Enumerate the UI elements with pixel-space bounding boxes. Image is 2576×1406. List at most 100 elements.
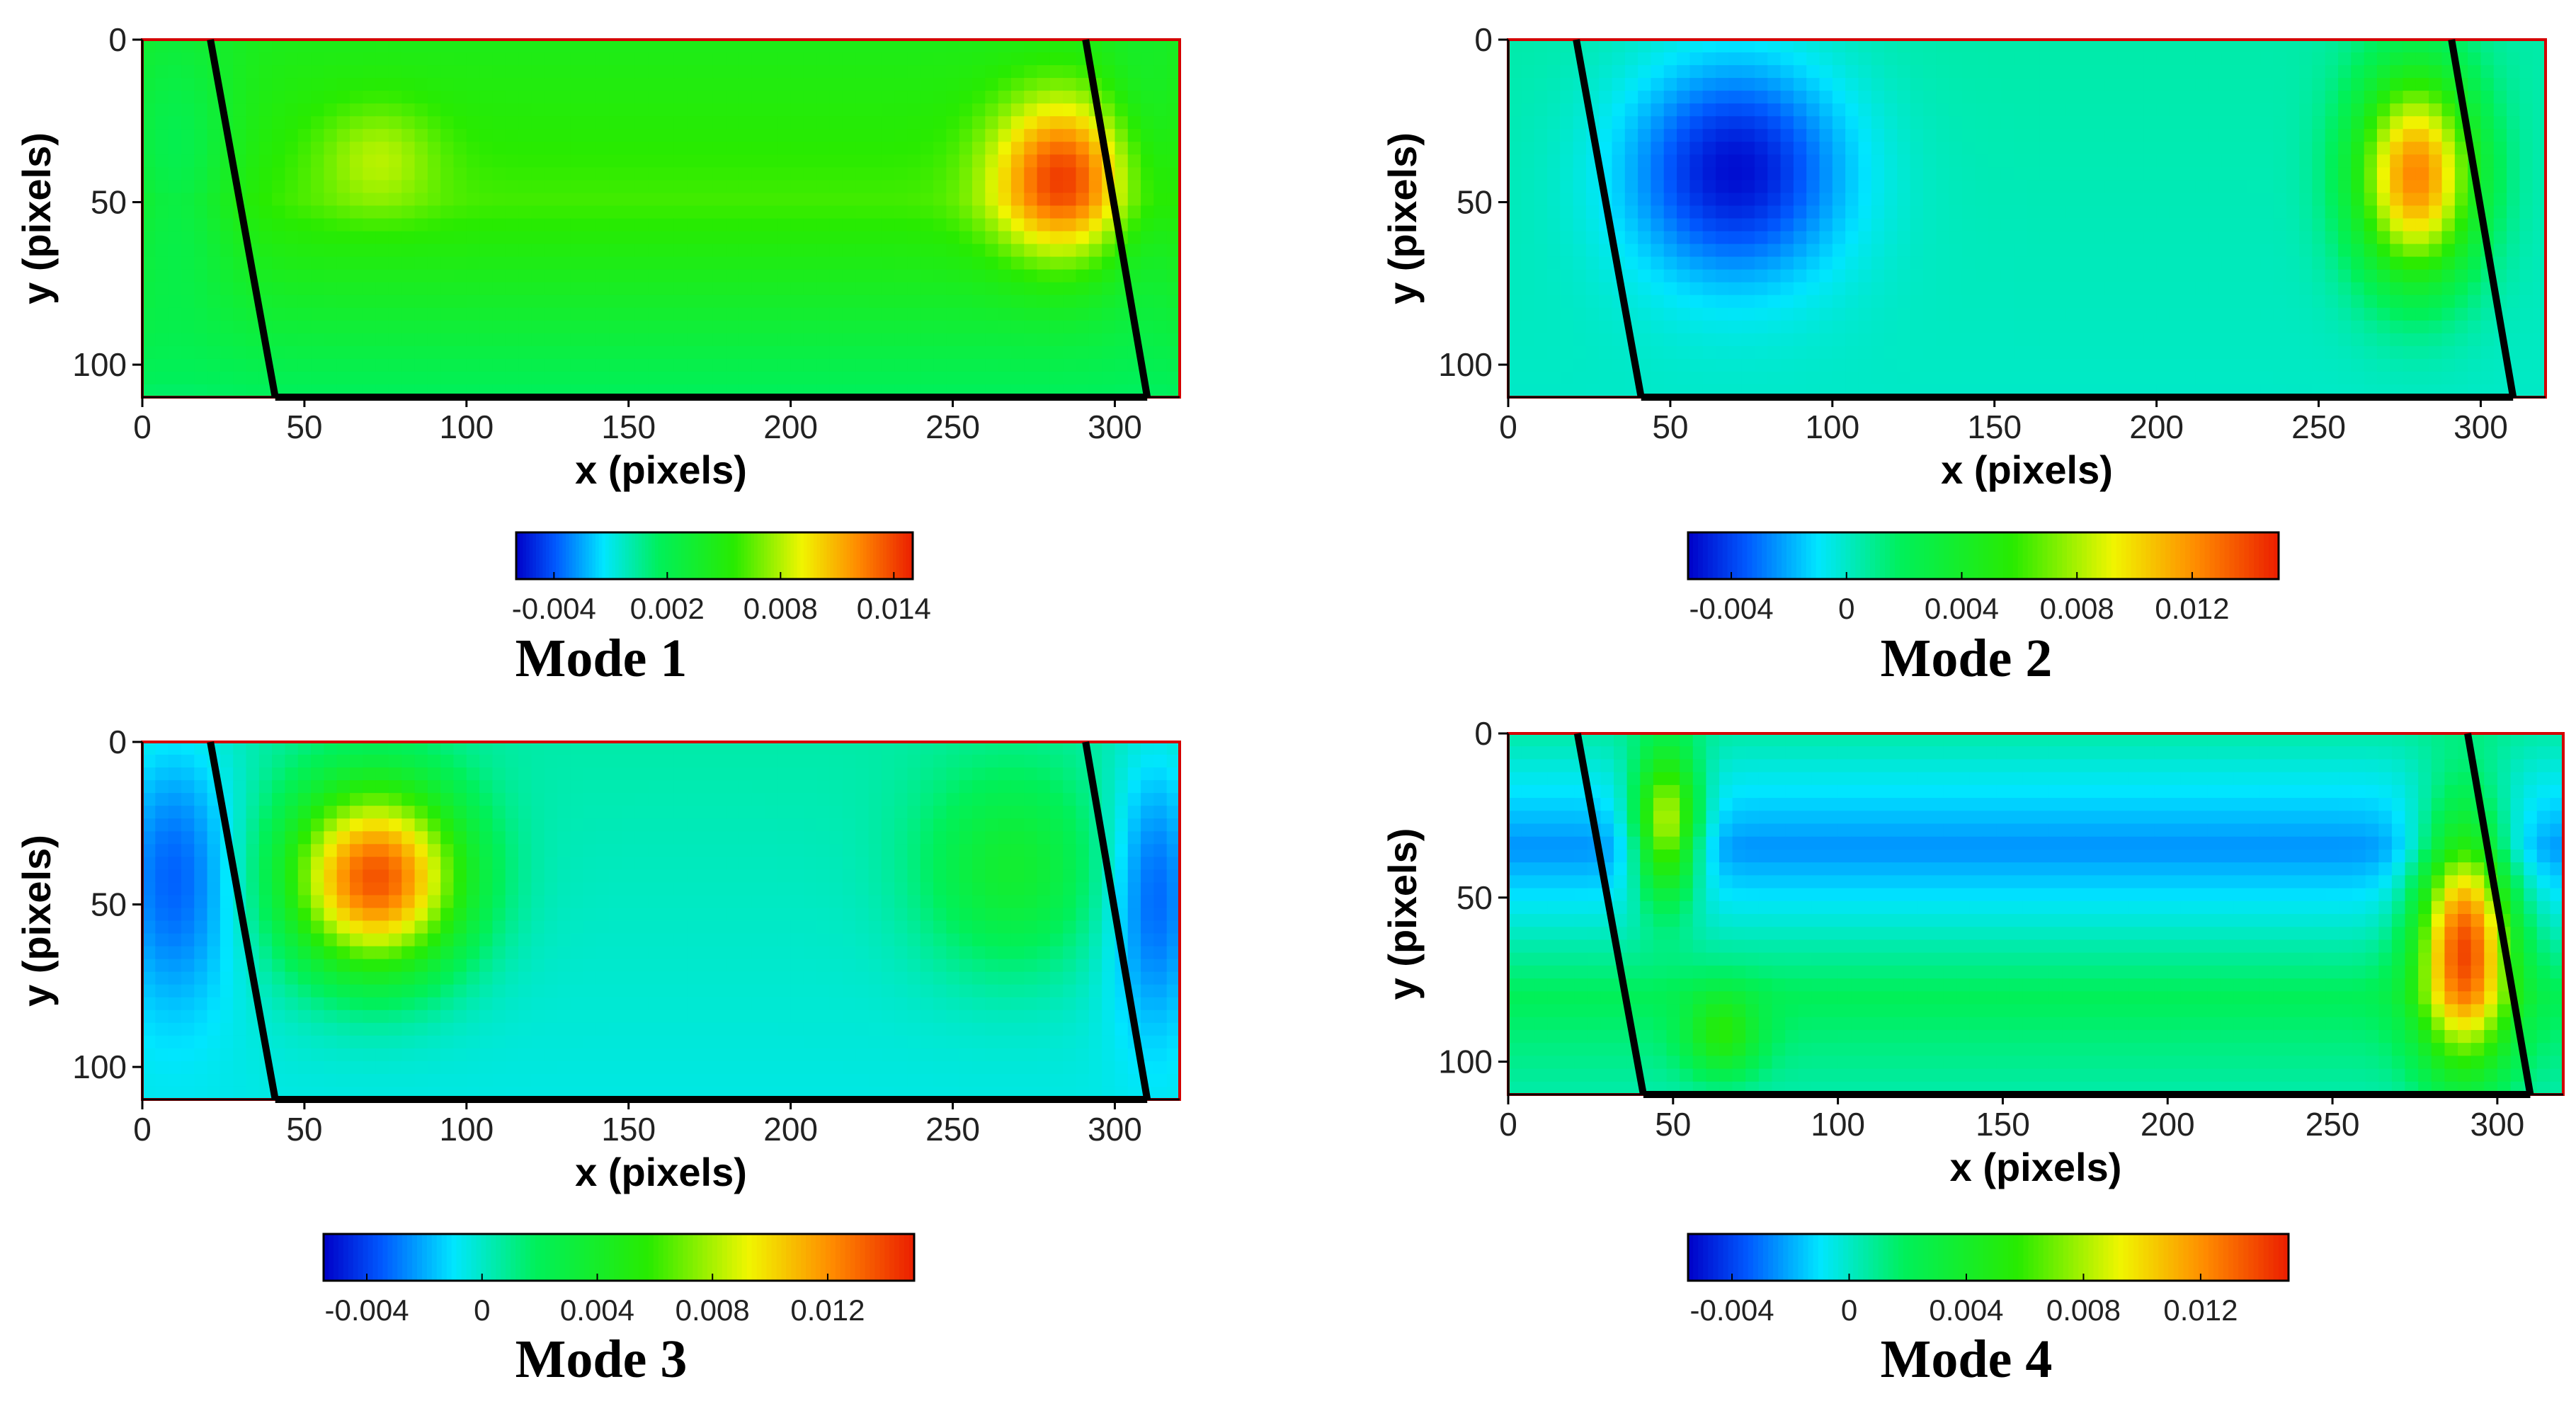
heatmap-cell <box>363 91 377 104</box>
heatmap-cell <box>1037 142 1051 156</box>
heatmap-cell <box>2221 91 2235 104</box>
heatmap-cell <box>1166 231 1180 245</box>
heatmap-cell <box>1166 116 1180 130</box>
colorbar-segment <box>595 532 600 579</box>
heatmap-cell <box>1063 40 1077 53</box>
heatmap-cell <box>427 40 441 53</box>
heatmap-cell <box>1010 256 1025 270</box>
heatmap-cell <box>492 371 506 385</box>
heatmap-cell <box>466 167 480 181</box>
heatmap-cell <box>2065 256 2080 270</box>
heatmap-cell <box>1534 116 1548 130</box>
heatmap-cell <box>194 52 208 66</box>
heatmap-cell <box>1088 345 1102 360</box>
colorbar-segment <box>711 532 715 579</box>
heatmap-cell <box>2169 205 2184 219</box>
heatmap-cell <box>1508 358 1522 372</box>
heatmap-cell <box>1534 384 1548 398</box>
heatmap-cell <box>2260 333 2274 347</box>
colorbar-segment <box>569 532 574 579</box>
colorbar-segment <box>695 532 699 579</box>
colorbar-segment <box>2012 532 2019 579</box>
heatmap-cell <box>2429 333 2443 347</box>
heatmap-cell <box>2390 40 2404 53</box>
heatmap-cell <box>2195 116 2209 130</box>
heatmap-cell <box>777 129 792 143</box>
heatmap-cell <box>829 358 843 372</box>
heatmap-cell <box>1560 307 1574 321</box>
heatmap-cell <box>790 205 804 219</box>
heatmap-cell <box>1741 218 1755 232</box>
heatmap-cell <box>1638 333 1652 347</box>
heatmap-cell <box>1858 256 1872 270</box>
heatmap-cell <box>220 244 234 258</box>
heatmap-cell <box>1010 40 1025 53</box>
heatmap-cell <box>2053 193 2067 207</box>
heatmap-cell <box>453 358 467 372</box>
heatmap-cell <box>803 371 818 385</box>
heatmap-cell <box>2234 116 2248 130</box>
heatmap-cell <box>595 154 610 168</box>
heatmap-cell <box>1573 103 1587 118</box>
heatmap-cell <box>726 103 740 118</box>
heatmap-cell <box>2065 333 2080 347</box>
heatmap-cell <box>1949 142 1963 156</box>
heatmap-cell <box>350 231 364 245</box>
heatmap-cell <box>855 307 870 321</box>
heatmap-cell <box>440 205 455 219</box>
heatmap-cell <box>142 384 156 398</box>
heatmap-cell <box>726 256 740 270</box>
colorbar-segment <box>523 532 527 579</box>
heatmap-cell <box>1767 103 1782 118</box>
heatmap-cell <box>2247 256 2261 270</box>
heatmap-cell <box>194 742 208 755</box>
heatmap-cell <box>2014 129 2028 143</box>
heatmap-cell <box>2376 103 2391 118</box>
heatmap-cell <box>2195 180 2209 194</box>
heatmap-cell <box>673 358 688 372</box>
heatmap-cell <box>595 333 610 347</box>
colorbar-tick-label: 0.014 <box>857 592 931 625</box>
heatmap-cell <box>194 78 208 91</box>
heatmap-cell <box>414 154 428 168</box>
heatmap-cell <box>1845 345 1859 360</box>
heatmap-cell <box>1166 358 1180 372</box>
heatmap-cell <box>1936 205 1950 219</box>
colorbar-segment <box>757 532 762 579</box>
colorbar-segment <box>747 532 752 579</box>
colorbar-segment <box>770 532 775 579</box>
heatmap-cell <box>336 78 351 91</box>
heatmap-cell <box>2273 218 2287 232</box>
heatmap-cell <box>2299 307 2313 321</box>
heatmap-cell <box>1936 358 1950 372</box>
heatmap-cell <box>544 205 558 219</box>
heatmap-cell <box>1573 142 1587 156</box>
heatmap-cell <box>881 307 895 321</box>
heatmap-cell <box>2039 371 2053 385</box>
heatmap-cell <box>414 52 428 66</box>
heatmap-cell <box>181 231 195 245</box>
colorbar-segment <box>2057 532 2063 579</box>
heatmap-cell <box>2027 65 2041 79</box>
heatmap-cell <box>2376 129 2391 143</box>
heatmap-cell <box>388 116 403 130</box>
heatmap-cell <box>622 307 636 321</box>
heatmap-cell <box>1037 256 1051 270</box>
heatmap-cell <box>297 180 312 194</box>
heatmap-cell <box>790 103 804 118</box>
heatmap-cell <box>1651 307 1665 321</box>
heatmap-cell <box>2519 307 2534 321</box>
heatmap-cell <box>2039 218 2053 232</box>
heatmap-cell <box>2351 129 2365 143</box>
heatmap-cell <box>1702 193 1716 207</box>
heatmap-cell <box>297 345 312 360</box>
heatmap-cell <box>1037 755 1051 768</box>
heatmap-cell <box>272 231 286 245</box>
heatmap-cell <box>959 256 973 270</box>
x-tick-label: 250 <box>925 408 980 445</box>
heatmap-cell <box>868 307 882 321</box>
heatmap-cell <box>1728 193 1743 207</box>
heatmap-cell <box>907 116 921 130</box>
heatmap-cell <box>181 345 195 360</box>
heatmap-cell <box>311 65 325 79</box>
